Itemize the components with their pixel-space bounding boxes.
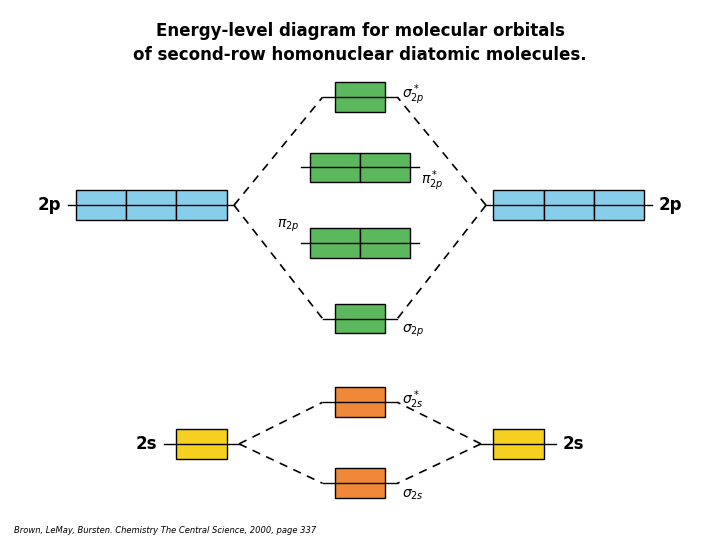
FancyBboxPatch shape	[335, 303, 385, 333]
Text: of second-row homonuclear diatomic molecules.: of second-row homonuclear diatomic molec…	[133, 46, 587, 64]
FancyBboxPatch shape	[76, 190, 126, 220]
FancyBboxPatch shape	[360, 152, 410, 183]
Text: 2p: 2p	[659, 196, 683, 214]
Text: $\sigma_{2s}$: $\sigma_{2s}$	[402, 488, 423, 502]
FancyBboxPatch shape	[335, 468, 385, 498]
FancyBboxPatch shape	[544, 190, 594, 220]
Text: $\sigma_{2p}$: $\sigma_{2p}$	[402, 322, 425, 339]
FancyBboxPatch shape	[360, 228, 410, 258]
FancyBboxPatch shape	[126, 190, 176, 220]
FancyBboxPatch shape	[594, 190, 644, 220]
Text: 2s: 2s	[563, 435, 585, 453]
Text: $\pi^*_{2p}$: $\pi^*_{2p}$	[421, 168, 444, 193]
Text: $\sigma^*_{2s}$: $\sigma^*_{2s}$	[402, 388, 423, 411]
Text: Brown, LeMay, Bursten. Chemistry The Central Science, 2000, page 337: Brown, LeMay, Bursten. Chemistry The Cen…	[14, 525, 317, 535]
FancyBboxPatch shape	[310, 228, 360, 258]
Text: $\sigma^*_{2p}$: $\sigma^*_{2p}$	[402, 82, 425, 107]
FancyBboxPatch shape	[176, 429, 227, 459]
FancyBboxPatch shape	[335, 388, 385, 417]
FancyBboxPatch shape	[493, 190, 544, 220]
FancyBboxPatch shape	[310, 152, 360, 183]
FancyBboxPatch shape	[335, 82, 385, 112]
FancyBboxPatch shape	[176, 190, 227, 220]
Text: $\pi_{2p}$: $\pi_{2p}$	[276, 218, 299, 234]
Text: 2s: 2s	[135, 435, 157, 453]
Text: 2p: 2p	[37, 196, 61, 214]
FancyBboxPatch shape	[493, 429, 544, 459]
Text: Energy-level diagram for molecular orbitals: Energy-level diagram for molecular orbit…	[156, 22, 564, 39]
